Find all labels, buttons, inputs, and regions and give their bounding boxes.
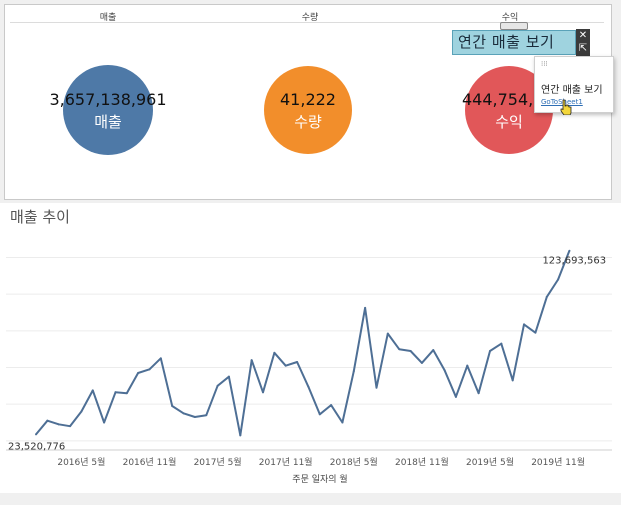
data-point <box>375 386 378 389</box>
sales-label: 매출 <box>94 113 122 131</box>
data-point <box>239 434 242 437</box>
data-point <box>148 368 151 371</box>
data-point <box>511 379 514 382</box>
chart-title: 매출 추이 <box>10 208 70 226</box>
close-icon[interactable]: ✕ <box>578 30 588 41</box>
data-label: 23,520,776 <box>8 441 65 452</box>
x-tick-label: 2018년 11월 <box>395 456 449 468</box>
trend-panel <box>0 203 621 493</box>
x-tick-label: 2018년 5월 <box>330 456 378 468</box>
button-toolbar: ✕ ⇱ <box>576 29 590 56</box>
data-point <box>545 295 548 298</box>
data-point <box>489 350 491 352</box>
data-point <box>466 364 469 367</box>
goto-sheet-link[interactable]: GoToSheet1 <box>541 98 583 106</box>
data-point <box>273 351 276 354</box>
sales-bubble[interactable] <box>63 65 153 155</box>
hand-cursor-icon <box>560 99 572 115</box>
popout-icon[interactable]: ⇱ <box>578 43 588 54</box>
series-line <box>35 250 571 437</box>
x-tick-label: 2019년 5월 <box>466 456 514 468</box>
data-point <box>409 350 412 352</box>
kpi-header-divider <box>10 22 604 23</box>
data-point <box>500 342 503 345</box>
quantity-label: 수량 <box>294 113 322 131</box>
quantity-bubble[interactable] <box>264 66 352 154</box>
data-point <box>534 331 537 334</box>
data-point <box>523 323 526 326</box>
data-point <box>364 306 367 309</box>
data-point <box>69 425 72 428</box>
data-point <box>318 413 321 416</box>
x-tick-label: 2017년 5월 <box>194 456 242 468</box>
kpi-header-profit: 수익 <box>501 13 519 23</box>
quantity-value: 41,222 <box>280 90 336 109</box>
data-point <box>330 404 333 407</box>
tooltip-text: 연간 매출 보기 <box>541 85 603 96</box>
data-point <box>171 405 174 407</box>
kpi-header-sales: 매출 <box>99 13 117 23</box>
data-point <box>386 332 389 335</box>
data-point <box>182 412 185 415</box>
profit-value: 444,754,2 <box>462 90 544 109</box>
data-point <box>137 372 140 374</box>
data-label: 123,693,563 <box>542 256 606 267</box>
x-tick-label: 2016년 11월 <box>123 456 177 468</box>
data-point <box>477 392 480 395</box>
data-point <box>557 278 560 281</box>
data-point <box>432 349 435 352</box>
data-point <box>284 364 287 367</box>
data-point <box>46 419 49 422</box>
data-point <box>35 433 37 436</box>
data-point <box>227 375 230 378</box>
annual-sales-button[interactable]: 연간 매출 보기 <box>452 30 576 55</box>
data-point <box>568 249 571 252</box>
x-tick-label: 2017년 11월 <box>259 456 313 468</box>
data-point <box>262 391 264 394</box>
data-point <box>420 361 423 364</box>
data-point <box>193 416 196 418</box>
data-point <box>80 410 83 413</box>
data-point <box>443 369 446 372</box>
data-point <box>454 395 457 398</box>
data-point <box>159 357 162 360</box>
data-point <box>125 392 128 395</box>
action-tooltip: ⁞⁞⁞ 연간 매출 보기 GoToSheet1 <box>534 56 614 113</box>
data-point <box>341 421 344 424</box>
x-tick-label: 2019년 11월 <box>531 456 585 468</box>
drag-handle[interactable] <box>500 22 528 30</box>
data-point <box>296 361 299 363</box>
profit-label: 수익 <box>495 113 523 131</box>
tooltip-grip-icon[interactable]: ⁞⁞⁞ <box>541 60 548 68</box>
x-tick-label: 2016년 5월 <box>57 456 105 468</box>
sales-value: 3,657,138,961 <box>49 90 167 109</box>
data-point <box>91 389 94 392</box>
data-point <box>57 423 60 426</box>
data-point <box>307 385 310 388</box>
data-point <box>398 348 401 351</box>
data-point <box>216 384 219 387</box>
data-point <box>114 391 117 394</box>
data-point <box>352 370 355 373</box>
data-point <box>250 359 253 362</box>
kpi-header-quantity: 수량 <box>301 13 319 23</box>
x-axis-title: 주문 일자의 월 <box>292 473 347 485</box>
data-point <box>205 414 208 417</box>
data-point <box>103 421 106 424</box>
